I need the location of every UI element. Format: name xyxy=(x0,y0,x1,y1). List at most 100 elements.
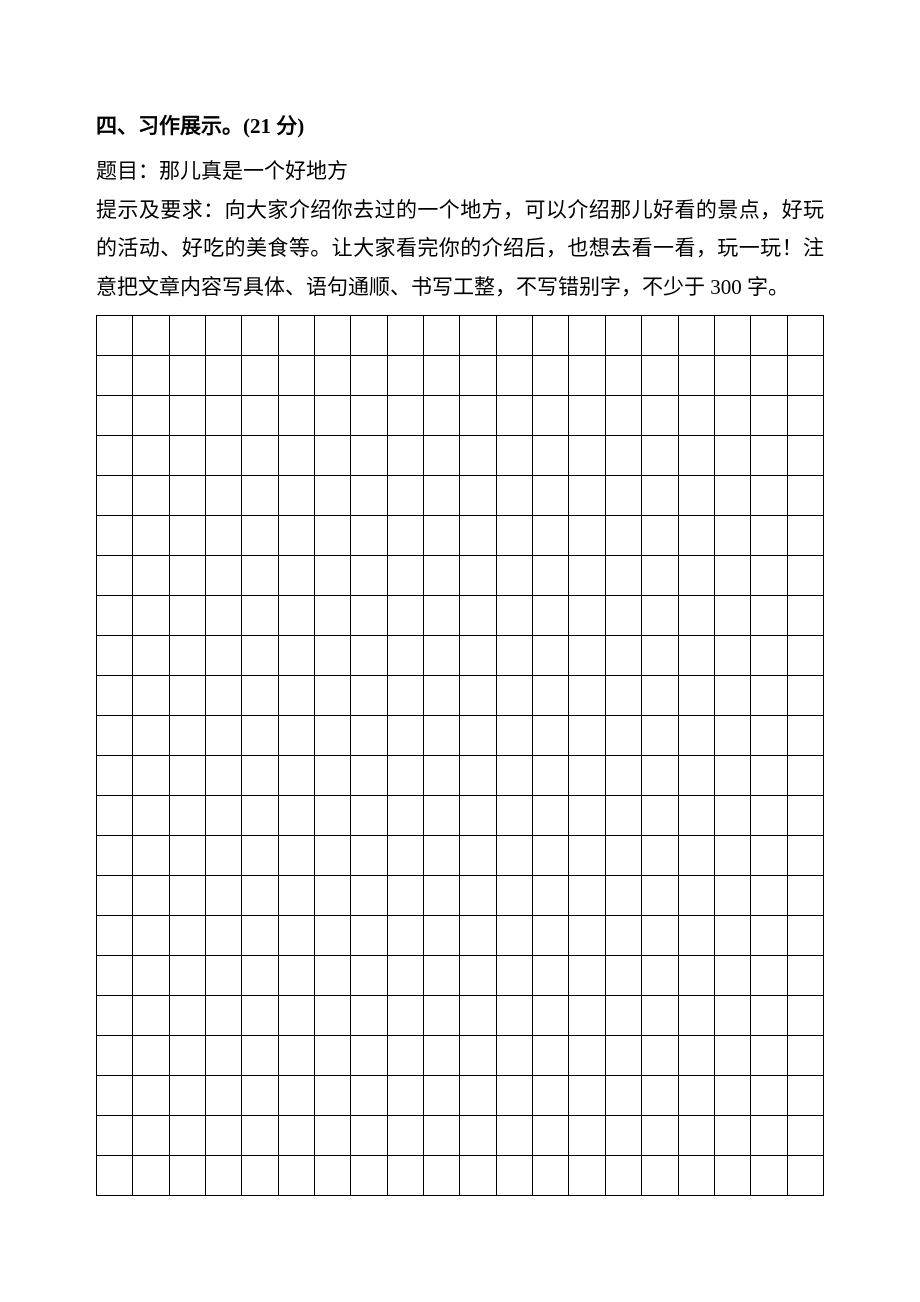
grid-cell xyxy=(351,1116,387,1156)
grid-cell xyxy=(787,556,823,596)
grid-cell xyxy=(169,556,205,596)
grid-cell xyxy=(787,996,823,1036)
grid-cell xyxy=(787,436,823,476)
grid-cell xyxy=(351,356,387,396)
grid-cell xyxy=(605,316,641,356)
grid-cell xyxy=(605,1116,641,1156)
grid-cell xyxy=(278,676,314,716)
grid-cell xyxy=(278,1156,314,1196)
grid-cell xyxy=(97,476,133,516)
grid-cell xyxy=(460,1036,496,1076)
grid-cell xyxy=(496,556,532,596)
grid-row xyxy=(97,1036,824,1076)
grid-cell xyxy=(315,1076,351,1116)
grid-cell xyxy=(206,1116,242,1156)
grid-cell xyxy=(605,556,641,596)
grid-cell xyxy=(533,476,569,516)
grid-cell xyxy=(278,476,314,516)
grid-cell xyxy=(569,596,605,636)
grid-cell xyxy=(278,996,314,1036)
grid-cell xyxy=(169,956,205,996)
grid-cell xyxy=(642,876,678,916)
grid-cell xyxy=(206,316,242,356)
grid-cell xyxy=(242,556,278,596)
grid-cell xyxy=(569,316,605,356)
grid-row xyxy=(97,836,824,876)
grid-cell xyxy=(533,956,569,996)
grid-cell xyxy=(133,596,169,636)
grid-cell xyxy=(351,1076,387,1116)
grid-cell xyxy=(678,636,714,676)
grid-cell xyxy=(460,1156,496,1196)
grid-cell xyxy=(351,596,387,636)
grid-row xyxy=(97,676,824,716)
grid-row xyxy=(97,1116,824,1156)
grid-cell xyxy=(496,676,532,716)
grid-cell xyxy=(642,1036,678,1076)
grid-cell xyxy=(642,436,678,476)
grid-cell xyxy=(642,1156,678,1196)
grid-cell xyxy=(242,756,278,796)
grid-cell xyxy=(569,836,605,876)
grid-cell xyxy=(242,1116,278,1156)
grid-cell xyxy=(424,596,460,636)
grid-cell xyxy=(787,676,823,716)
grid-cell xyxy=(496,1036,532,1076)
prompt-instructions: 提示及要求：向大家介绍你去过的一个地方，可以介绍那儿好看的景点，好玩的活动、好吃… xyxy=(96,191,824,308)
grid-cell xyxy=(169,396,205,436)
grid-cell xyxy=(424,1036,460,1076)
grid-cell xyxy=(714,436,750,476)
grid-cell xyxy=(97,916,133,956)
grid-cell xyxy=(496,1076,532,1116)
grid-cell xyxy=(242,596,278,636)
grid-cell xyxy=(387,476,423,516)
grid-cell xyxy=(133,1076,169,1116)
grid-cell xyxy=(278,1036,314,1076)
grid-cell xyxy=(133,996,169,1036)
grid-cell xyxy=(642,356,678,396)
grid-cell xyxy=(460,836,496,876)
grid-cell xyxy=(714,1036,750,1076)
grid-cell xyxy=(97,596,133,636)
grid-cell xyxy=(387,876,423,916)
grid-cell xyxy=(714,996,750,1036)
grid-cell xyxy=(169,1116,205,1156)
grid-cell xyxy=(206,716,242,756)
grid-cell xyxy=(678,836,714,876)
grid-cell xyxy=(133,756,169,796)
grid-cell xyxy=(642,1076,678,1116)
grid-row xyxy=(97,996,824,1036)
grid-cell xyxy=(242,1156,278,1196)
grid-cell xyxy=(678,516,714,556)
grid-cell xyxy=(533,556,569,596)
grid-cell xyxy=(714,1116,750,1156)
grid-cell xyxy=(496,316,532,356)
grid-cell xyxy=(751,1156,787,1196)
grid-cell xyxy=(533,796,569,836)
grid-cell xyxy=(351,636,387,676)
grid-cell xyxy=(133,1116,169,1156)
grid-cell xyxy=(97,396,133,436)
grid-cell xyxy=(387,356,423,396)
grid-row xyxy=(97,476,824,516)
grid-cell xyxy=(206,916,242,956)
grid-row xyxy=(97,916,824,956)
grid-cell xyxy=(751,1076,787,1116)
grid-cell xyxy=(242,836,278,876)
grid-cell xyxy=(714,316,750,356)
grid-cell xyxy=(496,756,532,796)
grid-cell xyxy=(678,1116,714,1156)
grid-cell xyxy=(133,516,169,556)
grid-cell xyxy=(714,876,750,916)
grid-cell xyxy=(351,516,387,556)
grid-cell xyxy=(569,1076,605,1116)
grid-cell xyxy=(424,796,460,836)
grid-cell xyxy=(387,716,423,756)
grid-cell xyxy=(133,636,169,676)
grid-cell xyxy=(787,396,823,436)
grid-cell xyxy=(751,956,787,996)
grid-cell xyxy=(133,716,169,756)
grid-cell xyxy=(496,876,532,916)
grid-cell xyxy=(387,1116,423,1156)
grid-cell xyxy=(206,796,242,836)
